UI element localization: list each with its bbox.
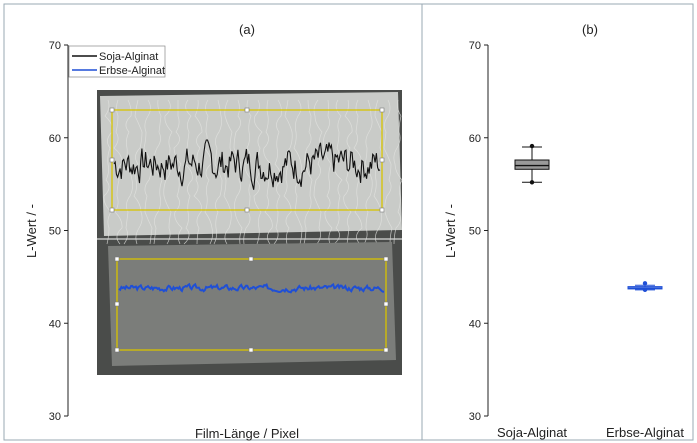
boxplot-soja (514, 143, 550, 185)
selection-handles (109, 107, 389, 353)
y-tick-label: 50 (469, 226, 481, 238)
film-fiber (133, 99, 143, 245)
film-fiber (333, 99, 343, 245)
selection-handle (244, 107, 250, 113)
y-tick-label: 30 (469, 411, 481, 423)
film-fiber (173, 100, 183, 245)
film-fiber (293, 99, 303, 245)
film-fiber (243, 99, 253, 245)
selection-handle (109, 107, 115, 113)
category-label-soja: Soja-Alginat (497, 425, 567, 440)
film-fiber (263, 99, 273, 245)
film-fiber (153, 99, 163, 245)
series-line-erbse (118, 282, 385, 294)
selection-handle (244, 207, 250, 213)
film-sample-bottom (108, 242, 396, 366)
y-ticks-b: 30 40 50 60 70 (469, 40, 488, 423)
point-min (529, 180, 535, 185)
selection-handle (248, 347, 254, 353)
series-line-soja (113, 139, 381, 190)
film-fiber (193, 99, 203, 245)
legend-label-soja: Soja-Alginat (99, 51, 158, 63)
x-categories-b: Soja-Alginat Erbse-Alginat (497, 425, 684, 440)
film-fiber (253, 99, 263, 245)
film-fiber (393, 99, 403, 245)
y-tick-label: 30 (49, 411, 61, 423)
film-fiber (213, 99, 223, 245)
y-tick-label: 50 (49, 226, 61, 238)
box-iqr (514, 159, 550, 170)
point-max (642, 281, 648, 286)
boxplots (514, 143, 663, 293)
selection-handle (248, 256, 254, 262)
film-fiber (383, 99, 393, 245)
y-tick-label: 60 (469, 133, 481, 145)
y-axis-label-b: L-Wert / - (443, 204, 458, 258)
film-fiber (183, 99, 193, 245)
film-fiber (373, 99, 383, 245)
point-max (529, 143, 535, 149)
x-axis-label-a: Film-Länge / Pixel (195, 426, 299, 441)
boxplot-erbse (627, 281, 663, 293)
film-sample-top (100, 92, 402, 236)
film-fiber (163, 99, 173, 245)
film-fiber (143, 99, 153, 245)
film-fiber (103, 99, 113, 245)
film-fiber (343, 99, 353, 245)
panel-a: (a) 30 40 50 60 70 L-Wert / - Film-Länge / P… (24, 22, 403, 441)
point-min (642, 287, 648, 293)
selection-handle (114, 347, 120, 353)
y-tick-label: 70 (49, 40, 61, 52)
selection-handle (383, 301, 389, 307)
selection-handle (114, 301, 120, 307)
y-tick-label: 40 (49, 318, 61, 330)
film-fiber (313, 99, 323, 245)
category-label-erbse: Erbse-Alginat (606, 425, 684, 440)
panel-b: (b) 30 40 50 60 70 L-Wert / - Soja-Alginat E… (443, 22, 684, 440)
film-texture (103, 99, 403, 245)
selection-handle (109, 207, 115, 213)
film-fiber (113, 99, 123, 245)
y-ticks-a: 30 40 50 60 70 (49, 40, 68, 423)
selection-handle (383, 256, 389, 262)
film-fiber (203, 99, 214, 245)
selection-handle (383, 347, 389, 353)
selection-handle (379, 107, 385, 113)
panel-b-label: (b) (582, 22, 598, 37)
y-tick-label: 70 (469, 40, 481, 52)
film-fiber (353, 99, 363, 245)
selection-handle (109, 157, 115, 163)
legend-a: Soja-Alginat Erbse-Alginat (68, 45, 166, 78)
selection-handle (379, 157, 385, 163)
photo-inset (97, 90, 403, 375)
film-fiber (303, 99, 313, 245)
legend-label-erbse: Erbse-Alginat (99, 65, 165, 77)
y-axis-label-a: L-Wert / - (24, 204, 39, 258)
selection-handle (379, 207, 385, 213)
y-tick-label: 40 (469, 318, 481, 330)
legend-box (68, 45, 166, 78)
y-tick-label: 60 (49, 133, 61, 145)
film-fiber (283, 99, 293, 245)
selection-handle (114, 256, 120, 262)
panel-a-label: (a) (239, 22, 255, 37)
film-fiber (322, 99, 333, 245)
